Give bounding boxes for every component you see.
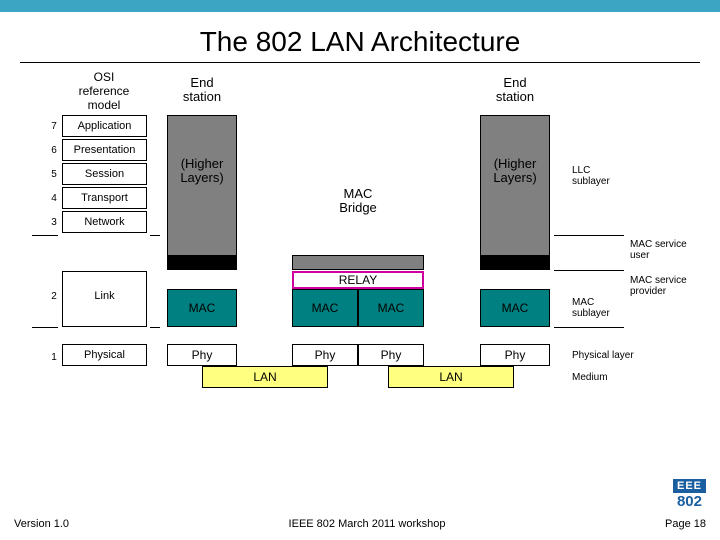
top-accent-bar (0, 0, 720, 12)
side-phy: Physical layer (572, 350, 634, 361)
footer: Version 1.0 IEEE 802 March 2011 workshop… (0, 510, 720, 540)
tick-1 (32, 235, 58, 236)
mac-left: MAC (167, 289, 237, 327)
tick-4 (150, 327, 160, 328)
osi-num-2: 2 (48, 291, 60, 302)
osi-num-7: 7 (48, 121, 60, 132)
llc-bar-right (480, 255, 550, 269)
mac-bridge-label: MAC Bridge (320, 187, 396, 216)
ieee-802-logo: EEE 802 (673, 479, 706, 510)
footer-page: Page 18 (665, 518, 706, 530)
mac-bridge-right: MAC (358, 289, 424, 327)
logo-top: EEE (673, 479, 706, 493)
llc-bar-left (167, 255, 237, 269)
end-station-left-label: End station (167, 76, 237, 105)
side-rule-2 (554, 270, 624, 271)
side-mac-provider: MAC service provider (630, 275, 687, 297)
lan-left: LAN (202, 366, 328, 388)
osi-cell-network: Network (62, 211, 147, 233)
osi-cell-transport: Transport (62, 187, 147, 209)
side-llc: LLC sublayer (572, 165, 610, 187)
slide-title: The 802 LAN Architecture (0, 26, 720, 58)
side-mac-user: MAC service user (630, 239, 687, 261)
osi-num-1: 1 (48, 352, 60, 363)
footer-center: IEEE 802 March 2011 workshop (289, 518, 446, 530)
diagram-stage: OSI reference model 7 Application 6 Pres… (12, 71, 708, 451)
gray-bridge-top (292, 255, 424, 270)
higher-layers-right: (Higher Layers) (480, 157, 550, 186)
osi-cell-physical: Physical (62, 344, 147, 366)
osi-num-6: 6 (48, 145, 60, 156)
osi-header: OSI reference model (64, 71, 144, 112)
tick-3 (32, 327, 58, 328)
phy-bridge-right: Phy (358, 344, 424, 366)
end-station-right-label: End station (480, 76, 550, 105)
osi-cell-link: Link (62, 271, 147, 327)
mac-bridge-left: MAC (292, 289, 358, 327)
relay-box: RELAY (292, 271, 424, 289)
phy-left: Phy (167, 344, 237, 366)
gray-col-left (167, 115, 237, 270)
phy-right: Phy (480, 344, 550, 366)
higher-layers-left: (Higher Layers) (167, 157, 237, 186)
osi-num-4: 4 (48, 193, 60, 204)
gray-col-right (480, 115, 550, 270)
osi-num-5: 5 (48, 169, 60, 180)
osi-cell-session: Session (62, 163, 147, 185)
tick-2 (150, 235, 160, 236)
side-mac-sub: MAC sublayer (572, 297, 610, 319)
phy-bridge-left: Phy (292, 344, 358, 366)
osi-cell-presentation: Presentation (62, 139, 147, 161)
mac-right: MAC (480, 289, 550, 327)
side-medium: Medium (572, 372, 608, 383)
title-rule (20, 62, 700, 63)
osi-cell-application: Application (62, 115, 147, 137)
osi-num-3: 3 (48, 217, 60, 228)
logo-bottom: 802 (673, 493, 706, 510)
lan-right: LAN (388, 366, 514, 388)
side-rule-1 (554, 235, 624, 236)
footer-version: Version 1.0 (14, 518, 69, 530)
side-rule-3 (554, 327, 624, 328)
